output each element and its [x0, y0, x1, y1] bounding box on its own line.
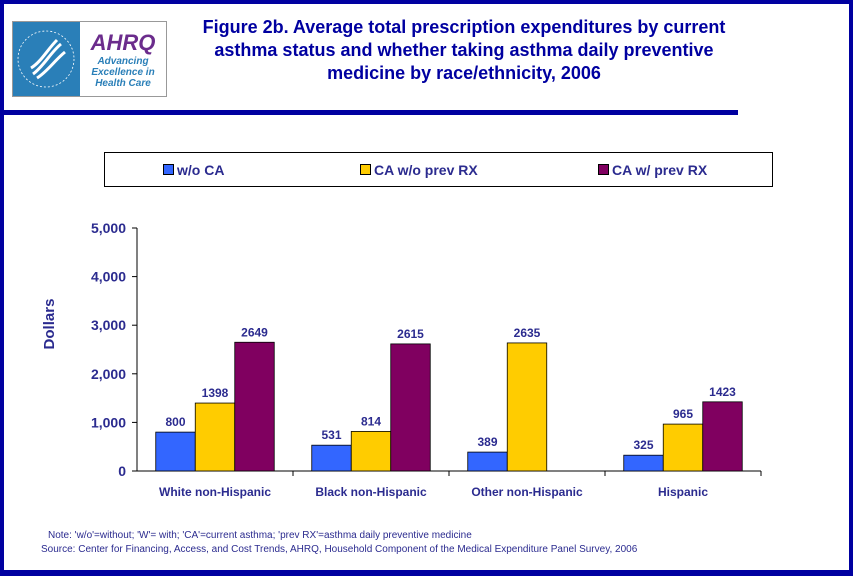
bar — [702, 401, 743, 472]
y-tick-label: 5,000 — [91, 220, 126, 236]
bar — [311, 444, 352, 472]
data-label: 1423 — [709, 385, 736, 399]
bar — [155, 431, 196, 472]
legend-label: CA w/o prev RX — [374, 161, 478, 178]
bar — [234, 341, 275, 472]
bar — [467, 451, 508, 472]
bar — [350, 431, 392, 472]
legend-item: CA w/o prev RX — [360, 162, 478, 178]
data-label: 814 — [361, 414, 381, 428]
legend-swatch — [360, 164, 371, 175]
bar — [506, 342, 548, 472]
ahrq-brand: AHRQ — [90, 30, 156, 55]
y-tick-label: 1,000 — [91, 414, 126, 430]
chart-title: Figure 2b. Average total prescription ex… — [202, 17, 726, 83]
y-tick-label: 0 — [118, 463, 126, 479]
data-label: 800 — [165, 415, 185, 429]
legend-swatch — [163, 164, 174, 175]
source-note: Source: Center for Financing, Access, an… — [41, 544, 638, 555]
y-tick-label: 4,000 — [91, 269, 126, 285]
data-label: 325 — [633, 438, 653, 452]
data-label: 1398 — [202, 386, 229, 400]
x-tick-label: White non-Hispanic — [159, 485, 271, 499]
data-label: 965 — [673, 407, 693, 421]
y-axis-label: Dollars — [41, 299, 58, 350]
header-divider — [4, 110, 738, 115]
x-tick-label: Black non-Hispanic — [315, 485, 427, 499]
bar — [662, 423, 704, 472]
bar — [194, 402, 236, 472]
x-tick-label: Other non-Hispanic — [471, 485, 583, 499]
data-label: 531 — [321, 428, 341, 442]
x-tick-label: Hispanic — [658, 485, 708, 499]
legend-item: CA w/ prev RX — [598, 162, 707, 178]
legend-label: w/o CA — [177, 161, 225, 178]
bar — [623, 454, 664, 472]
legend-label: CA w/ prev RX — [612, 161, 708, 178]
legend: w/o CA CA w/o prev RX CA w/ prev RX — [104, 152, 773, 187]
ahrq-tagline: Advancing Excellence in Health Care — [91, 56, 155, 89]
legend-item: w/o CA — [163, 162, 224, 178]
data-label: 389 — [477, 435, 497, 449]
y-tick-label: 3,000 — [91, 317, 126, 333]
legend-swatch — [598, 164, 609, 175]
data-label: 2649 — [241, 325, 268, 339]
data-label: 2635 — [514, 326, 541, 340]
y-tick-label: 2,000 — [91, 366, 126, 382]
bar-chart: 0 1,000 2,000 3,000 4,000 5,000 Dollars White n… — [41, 220, 762, 499]
hhs-eagle-icon — [13, 22, 80, 96]
footnote: Note: 'w/o'=without; 'W'= with; 'CA'=cur… — [48, 530, 472, 541]
ahrq-logo: AHRQ Advancing Excellence in Health Care — [12, 21, 167, 97]
data-label: 2615 — [397, 327, 424, 341]
bar — [390, 343, 431, 472]
